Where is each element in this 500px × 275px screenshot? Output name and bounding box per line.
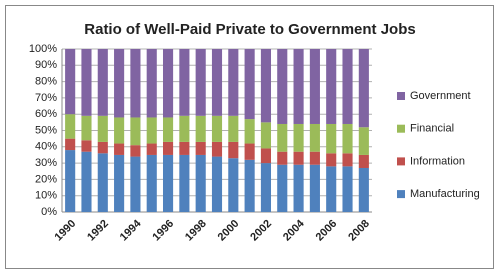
bar-segment: [342, 166, 353, 212]
bar-segment: [358, 127, 369, 155]
bar-segment: [342, 49, 353, 124]
bar-segment: [309, 123, 320, 152]
bar-segment: [162, 117, 174, 142]
bar-segment: [358, 167, 369, 212]
bar-segment: [81, 115, 92, 141]
bar-segment: [211, 49, 223, 116]
bar-segment: [277, 164, 288, 212]
bar-segment: [65, 138, 76, 151]
y-tick-label: 10%: [35, 190, 57, 202]
bar-segment: [97, 141, 108, 154]
bar-segment: [65, 150, 76, 212]
bar-segment: [293, 151, 304, 165]
bar-segment: [195, 141, 206, 155]
bar-segment: [244, 143, 255, 160]
bar-segment: [97, 49, 108, 116]
bar-segment: [130, 156, 141, 212]
bar-segment: [211, 115, 223, 142]
bar-segment: [65, 114, 76, 139]
legend-label: Information: [410, 155, 465, 167]
bar-segment: [260, 122, 272, 149]
bar-segment: [244, 119, 255, 144]
bar-segment: [244, 49, 255, 120]
bar-segment: [162, 49, 174, 118]
chart-title: Ratio of Well-Paid Private to Government…: [84, 21, 415, 38]
bar-segment: [130, 145, 141, 157]
y-tick-label: 20%: [35, 173, 57, 185]
bar-segment: [81, 49, 92, 116]
bar-segment: [228, 115, 239, 142]
bar-segment: [114, 143, 125, 155]
bar-segment: [211, 156, 223, 212]
y-tick-label: 90%: [35, 59, 57, 71]
bar-segment: [277, 151, 288, 165]
bar-segment: [97, 115, 108, 142]
bar-segment: [277, 123, 288, 152]
y-tick-label: 0%: [41, 206, 57, 218]
bar-segment: [293, 164, 304, 212]
y-tick-label: 100%: [29, 43, 57, 55]
y-tick-label: 70%: [35, 92, 57, 104]
bar-segment: [260, 148, 272, 164]
legend-swatch: [397, 92, 405, 100]
bar-segment: [146, 117, 157, 144]
bar-segment: [342, 123, 353, 154]
legend-label: Financial: [410, 123, 454, 135]
y-tick-label: 40%: [35, 141, 57, 153]
bar-segment: [97, 153, 108, 212]
legend-label: Government: [410, 90, 471, 102]
bar-segment: [309, 164, 320, 212]
bar-segment: [146, 154, 157, 212]
bar-segment: [114, 49, 125, 118]
bar-segment: [326, 123, 337, 154]
bar-segment: [179, 154, 190, 212]
bar-segment: [358, 49, 369, 128]
bar-segment: [195, 115, 206, 142]
bar-segment: [260, 49, 272, 123]
bar-segment: [228, 141, 239, 159]
bar-segment: [179, 49, 190, 116]
bar-segment: [309, 151, 320, 165]
bar-segment: [162, 141, 174, 155]
y-tick-label: 60%: [35, 108, 57, 120]
bar-segment: [293, 123, 304, 152]
bar-segment: [162, 154, 174, 212]
bar-segment: [179, 115, 190, 142]
y-tick-label: 50%: [35, 124, 57, 136]
bar-segment: [114, 117, 125, 144]
bar-segment: [65, 49, 76, 115]
y-tick-label: 80%: [35, 76, 57, 88]
bar-segment: [326, 49, 337, 124]
bar-segment: [228, 158, 239, 212]
bar-segment: [244, 159, 255, 212]
bar-segment: [114, 154, 125, 212]
bar-segment: [326, 153, 337, 167]
bar-segment: [277, 49, 288, 124]
bar-segment: [146, 143, 157, 155]
bar-segment: [130, 117, 141, 146]
bar-segment: [81, 151, 92, 212]
bar-segment: [195, 49, 206, 116]
bar-segment: [130, 49, 141, 118]
bar-segment: [293, 49, 304, 124]
legend-swatch: [397, 157, 405, 166]
bar-segment: [211, 141, 223, 157]
bar-segment: [260, 163, 272, 212]
bar-segment: [195, 154, 206, 212]
legend-swatch: [397, 124, 405, 133]
legend-label: Manufacturing: [410, 188, 480, 200]
bar-segment: [326, 166, 337, 212]
bar-segment: [358, 154, 369, 168]
bar-segment: [179, 141, 190, 155]
bar-segment: [342, 153, 353, 167]
bar-segment: [81, 140, 92, 152]
legend-swatch: [397, 190, 405, 199]
y-tick-label: 30%: [35, 157, 57, 169]
bar-segment: [228, 49, 239, 116]
bar-segment: [146, 49, 157, 118]
bar-segment: [309, 49, 320, 124]
